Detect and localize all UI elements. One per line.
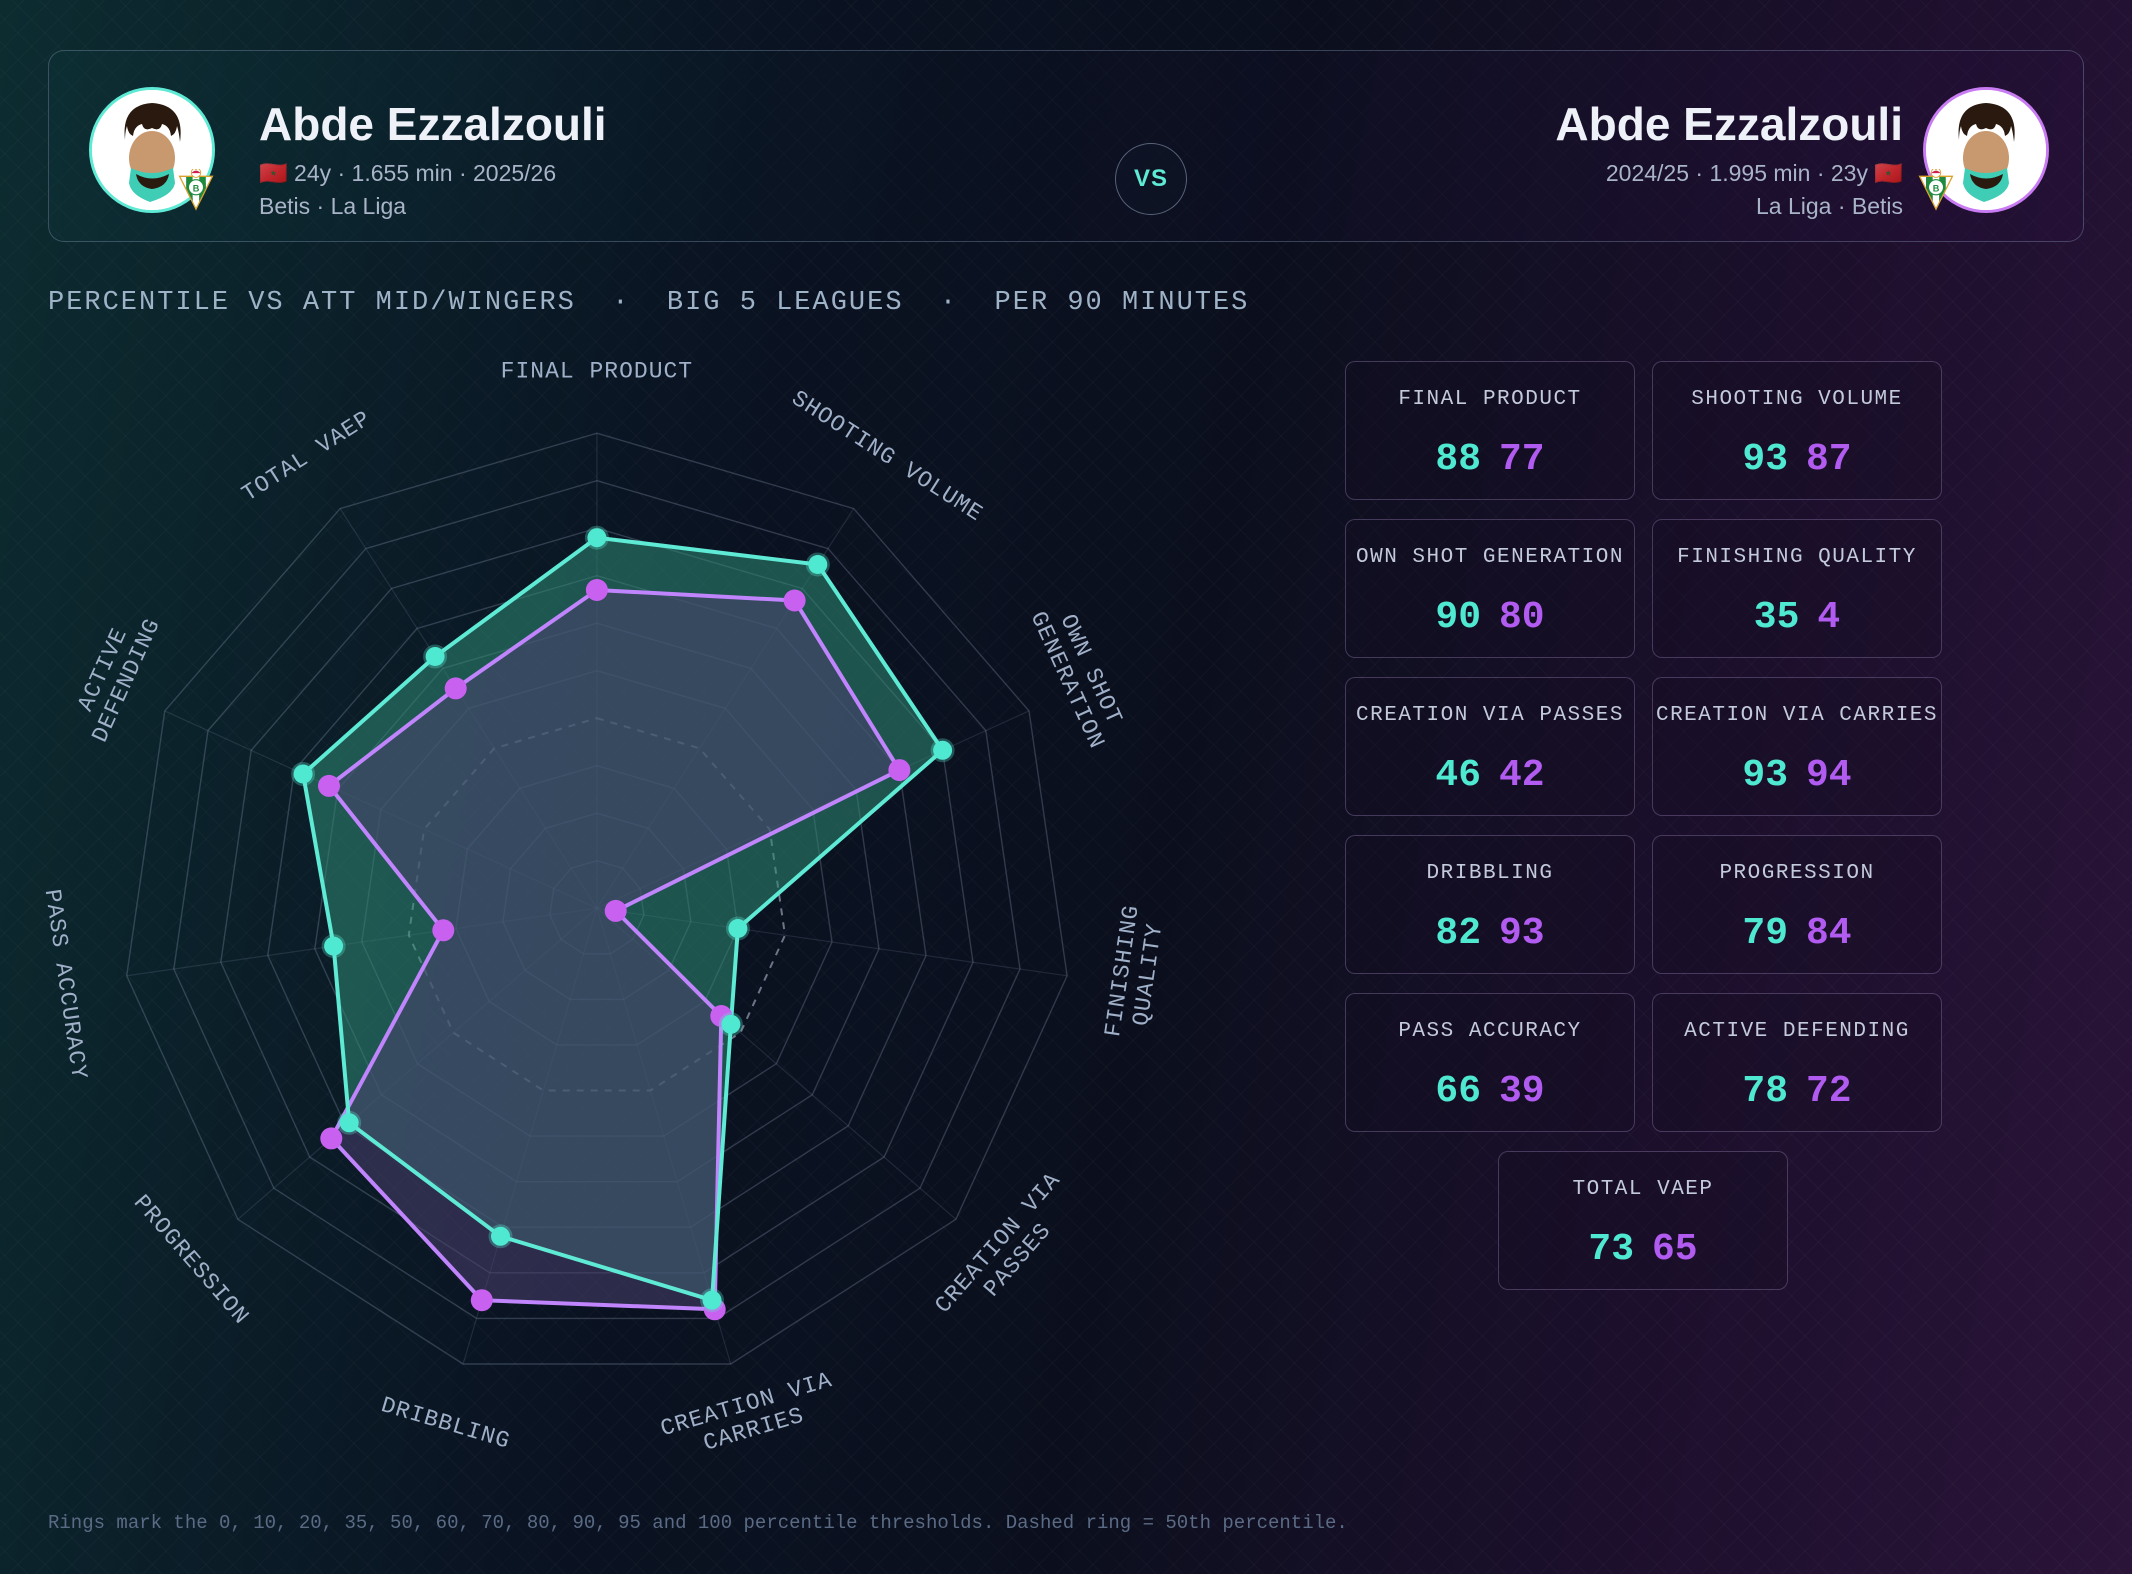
svg-text:B: B	[193, 183, 200, 193]
svg-text:B: B	[1933, 183, 1940, 193]
